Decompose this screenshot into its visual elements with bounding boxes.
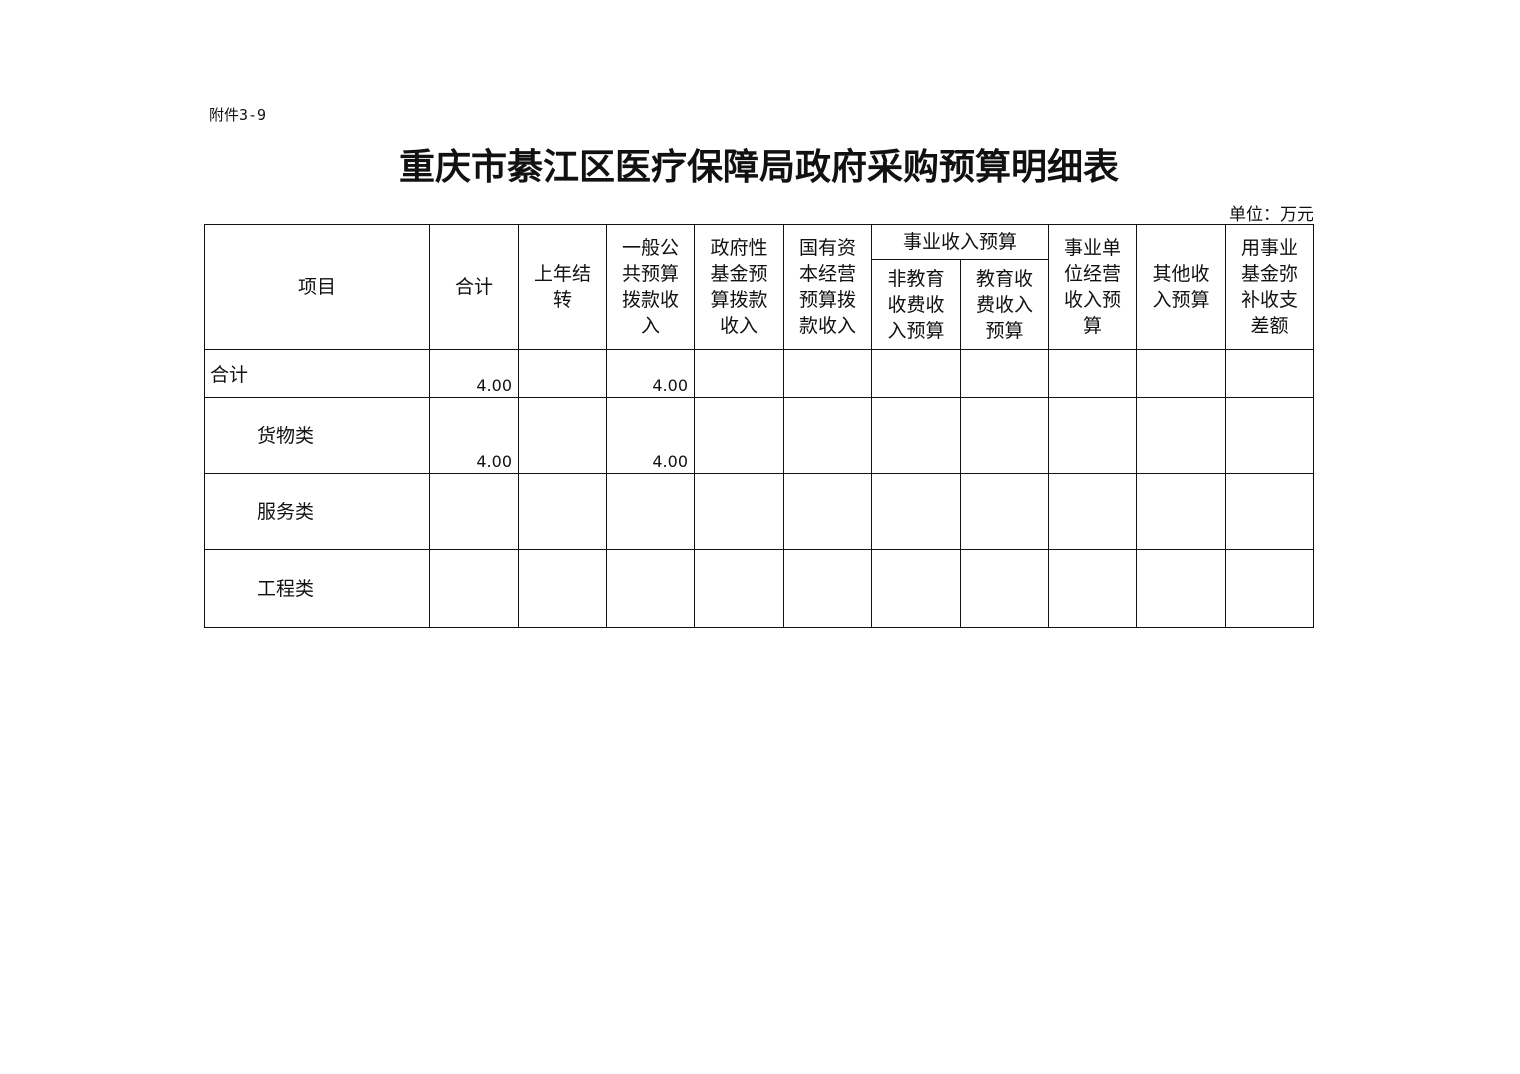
cell	[606, 473, 695, 550]
cell-total: 4.00	[429, 397, 519, 474]
page-title: 重庆市綦江区医疗保障局政府采购预算明细表	[398, 147, 1119, 188]
header-edu-fee: 教育收 费收入 预算	[960, 259, 1049, 350]
row-item: 服务类	[204, 473, 430, 550]
cell-total: 4.00	[429, 349, 519, 398]
cell	[1048, 349, 1137, 398]
cell	[694, 349, 784, 398]
cell	[871, 473, 961, 550]
cell	[429, 549, 519, 628]
cell	[960, 549, 1049, 628]
cell	[694, 549, 784, 628]
cell	[1225, 349, 1314, 398]
cell	[871, 549, 961, 628]
cell	[694, 397, 784, 474]
table-row: 合计 4.00 4.00	[204, 349, 1314, 398]
cell	[1136, 473, 1226, 550]
header-carryover: 上年结 转	[518, 224, 607, 350]
cell	[783, 549, 872, 628]
cell	[1136, 349, 1226, 398]
cell-general-public: 4.00	[606, 349, 695, 398]
cell	[871, 397, 961, 474]
header-total: 合计	[429, 224, 519, 350]
row-item: 合计	[204, 349, 430, 398]
cell	[1048, 473, 1137, 550]
cell	[518, 349, 607, 398]
cell	[1225, 473, 1314, 550]
header-state-capital: 国有资 本经营 预算拨 款收入	[783, 224, 872, 350]
table-row: 货物类 4.00 4.00	[204, 397, 1314, 474]
table-row: 工程类	[204, 549, 1314, 628]
cell	[1136, 397, 1226, 474]
header-item: 项目	[204, 224, 430, 350]
cell	[960, 349, 1049, 398]
cell	[783, 473, 872, 550]
cell	[518, 473, 607, 550]
header-unit-operation: 事业单 位经营 收入预 算	[1048, 224, 1137, 350]
cell	[960, 473, 1049, 550]
cell	[694, 473, 784, 550]
cell	[429, 473, 519, 550]
header-fund-offset: 用事业 基金弥 补收支 差额	[1225, 224, 1314, 350]
cell	[1225, 397, 1314, 474]
header-non-edu-fee: 非教育 收费收 入预算	[871, 259, 961, 350]
cell	[518, 549, 607, 628]
header-other-income: 其他收 入预算	[1136, 224, 1226, 350]
cell	[783, 349, 872, 398]
row-item: 货物类	[204, 397, 430, 474]
cell	[518, 397, 607, 474]
attachment-number: 附件3-9	[209, 106, 267, 124]
cell	[1048, 397, 1137, 474]
cell	[871, 349, 961, 398]
unit-label: 单位：万元	[1229, 205, 1313, 225]
cell	[960, 397, 1049, 474]
header-general-public: 一般公 共预算 拨款收 入	[606, 224, 695, 350]
cell	[1048, 549, 1137, 628]
cell	[1136, 549, 1226, 628]
header-gov-fund: 政府性 基金预 算拨款 收入	[694, 224, 784, 350]
cell	[606, 549, 695, 628]
cell-general-public: 4.00	[606, 397, 695, 474]
procurement-budget-table: 项目 合计 上年结 转 一般公 共预算 拨款收 入 政府性 基金预 算拨款 收入…	[204, 224, 1314, 628]
table-row: 服务类	[204, 473, 1314, 550]
row-item: 工程类	[204, 549, 430, 628]
cell	[1225, 549, 1314, 628]
cell	[783, 397, 872, 474]
header-business-income: 事业收入预算	[871, 224, 1049, 260]
